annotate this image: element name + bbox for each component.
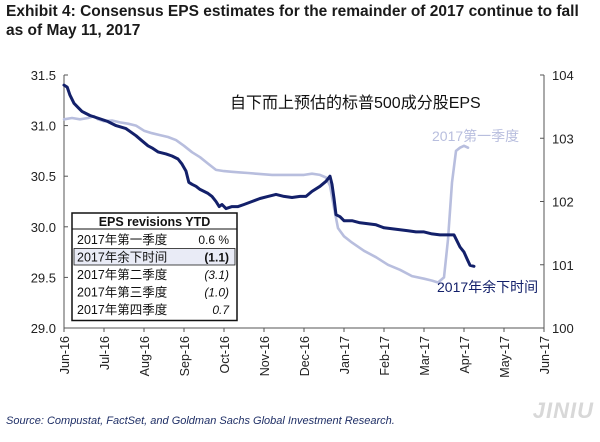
y-right-tick-label: 104 <box>552 68 574 83</box>
table-row-label: 2017年第二季度 <box>77 267 168 282</box>
y-right-tick-label: 102 <box>552 195 574 210</box>
annotation-layer: 自下而上预估的标普500成分股EPS 2017第一季度 2017年余下时间 <box>230 94 538 295</box>
source-note: Source: Compustat, FactSet, and Goldman … <box>6 415 395 427</box>
table-row-label: 2017年第四季度 <box>77 302 168 317</box>
table-row-value: (3.1) <box>204 268 229 282</box>
x-tick-label: Oct-16 <box>218 336 232 374</box>
table-row-label: 2017年余下时间 <box>77 250 167 265</box>
series-label-remainder-2017: 2017年余下时间 <box>437 279 538 295</box>
watermark: JINIU <box>532 398 594 423</box>
table-row-value: 0.6 % <box>198 233 229 247</box>
y-left-tick-label: 31.0 <box>31 119 56 134</box>
table-frame <box>71 212 238 322</box>
axes-group: 29.0 29.5 30.0 30.5 31.0 31.5 100 101 102 103 104 J… <box>31 68 574 378</box>
y-right-tick-label: 103 <box>552 131 574 146</box>
x-tick-label: Apr-17 <box>458 336 472 374</box>
table-row-label: 2017年第三季度 <box>77 285 168 300</box>
y-left-tick-label: 29.0 <box>31 321 56 336</box>
x-tick-label: Jun-17 <box>538 336 552 374</box>
table-row-label: 2017年第一季度 <box>77 232 168 247</box>
y-right-tick-label: 101 <box>552 258 574 273</box>
y-left-tick-label: 29.5 <box>31 270 56 285</box>
table-row-value: 0.7 <box>212 303 230 317</box>
x-tick-label: Sep-16 <box>178 336 192 376</box>
series-layer <box>62 83 476 284</box>
x-tick-label: Jul-16 <box>98 336 112 370</box>
revisions-table: EPS revisions YTD 2017年第一季度 0.6 % 2017年余下时间… <box>71 212 238 322</box>
table-row-highlight <box>73 248 236 266</box>
y-left-tick-label: 30.5 <box>31 169 56 184</box>
table-row-value: (1.1) <box>204 251 229 265</box>
x-tick-label: Jan-17 <box>338 336 352 374</box>
x-tick-label: Nov-16 <box>258 336 272 376</box>
y-left-tick-label: 31.5 <box>31 68 56 83</box>
table-row-value: (1.0) <box>204 286 229 300</box>
y-left-tick-label: 30.0 <box>31 220 56 235</box>
y-right-tick-label: 100 <box>552 321 574 336</box>
series-line-q1-2017 <box>62 114 470 284</box>
chart-title: Exhibit 4: Consensus EPS estimates for t… <box>6 3 579 39</box>
x-tick-label: Aug-16 <box>138 336 152 376</box>
table-title: EPS revisions YTD <box>99 215 211 229</box>
x-tick-label: May-17 <box>498 336 512 378</box>
chart-annotation-main: 自下而上预估的标普500成分股EPS <box>230 94 481 112</box>
series-line-remainder-2017 <box>62 83 476 268</box>
x-tick-label: Mar-17 <box>418 336 432 376</box>
x-tick-label: Jun-16 <box>58 336 72 374</box>
x-tick-label: Feb-17 <box>378 336 392 376</box>
x-tick-label: Dec-16 <box>298 336 312 376</box>
series-label-q1-2017: 2017第一季度 <box>432 128 519 144</box>
